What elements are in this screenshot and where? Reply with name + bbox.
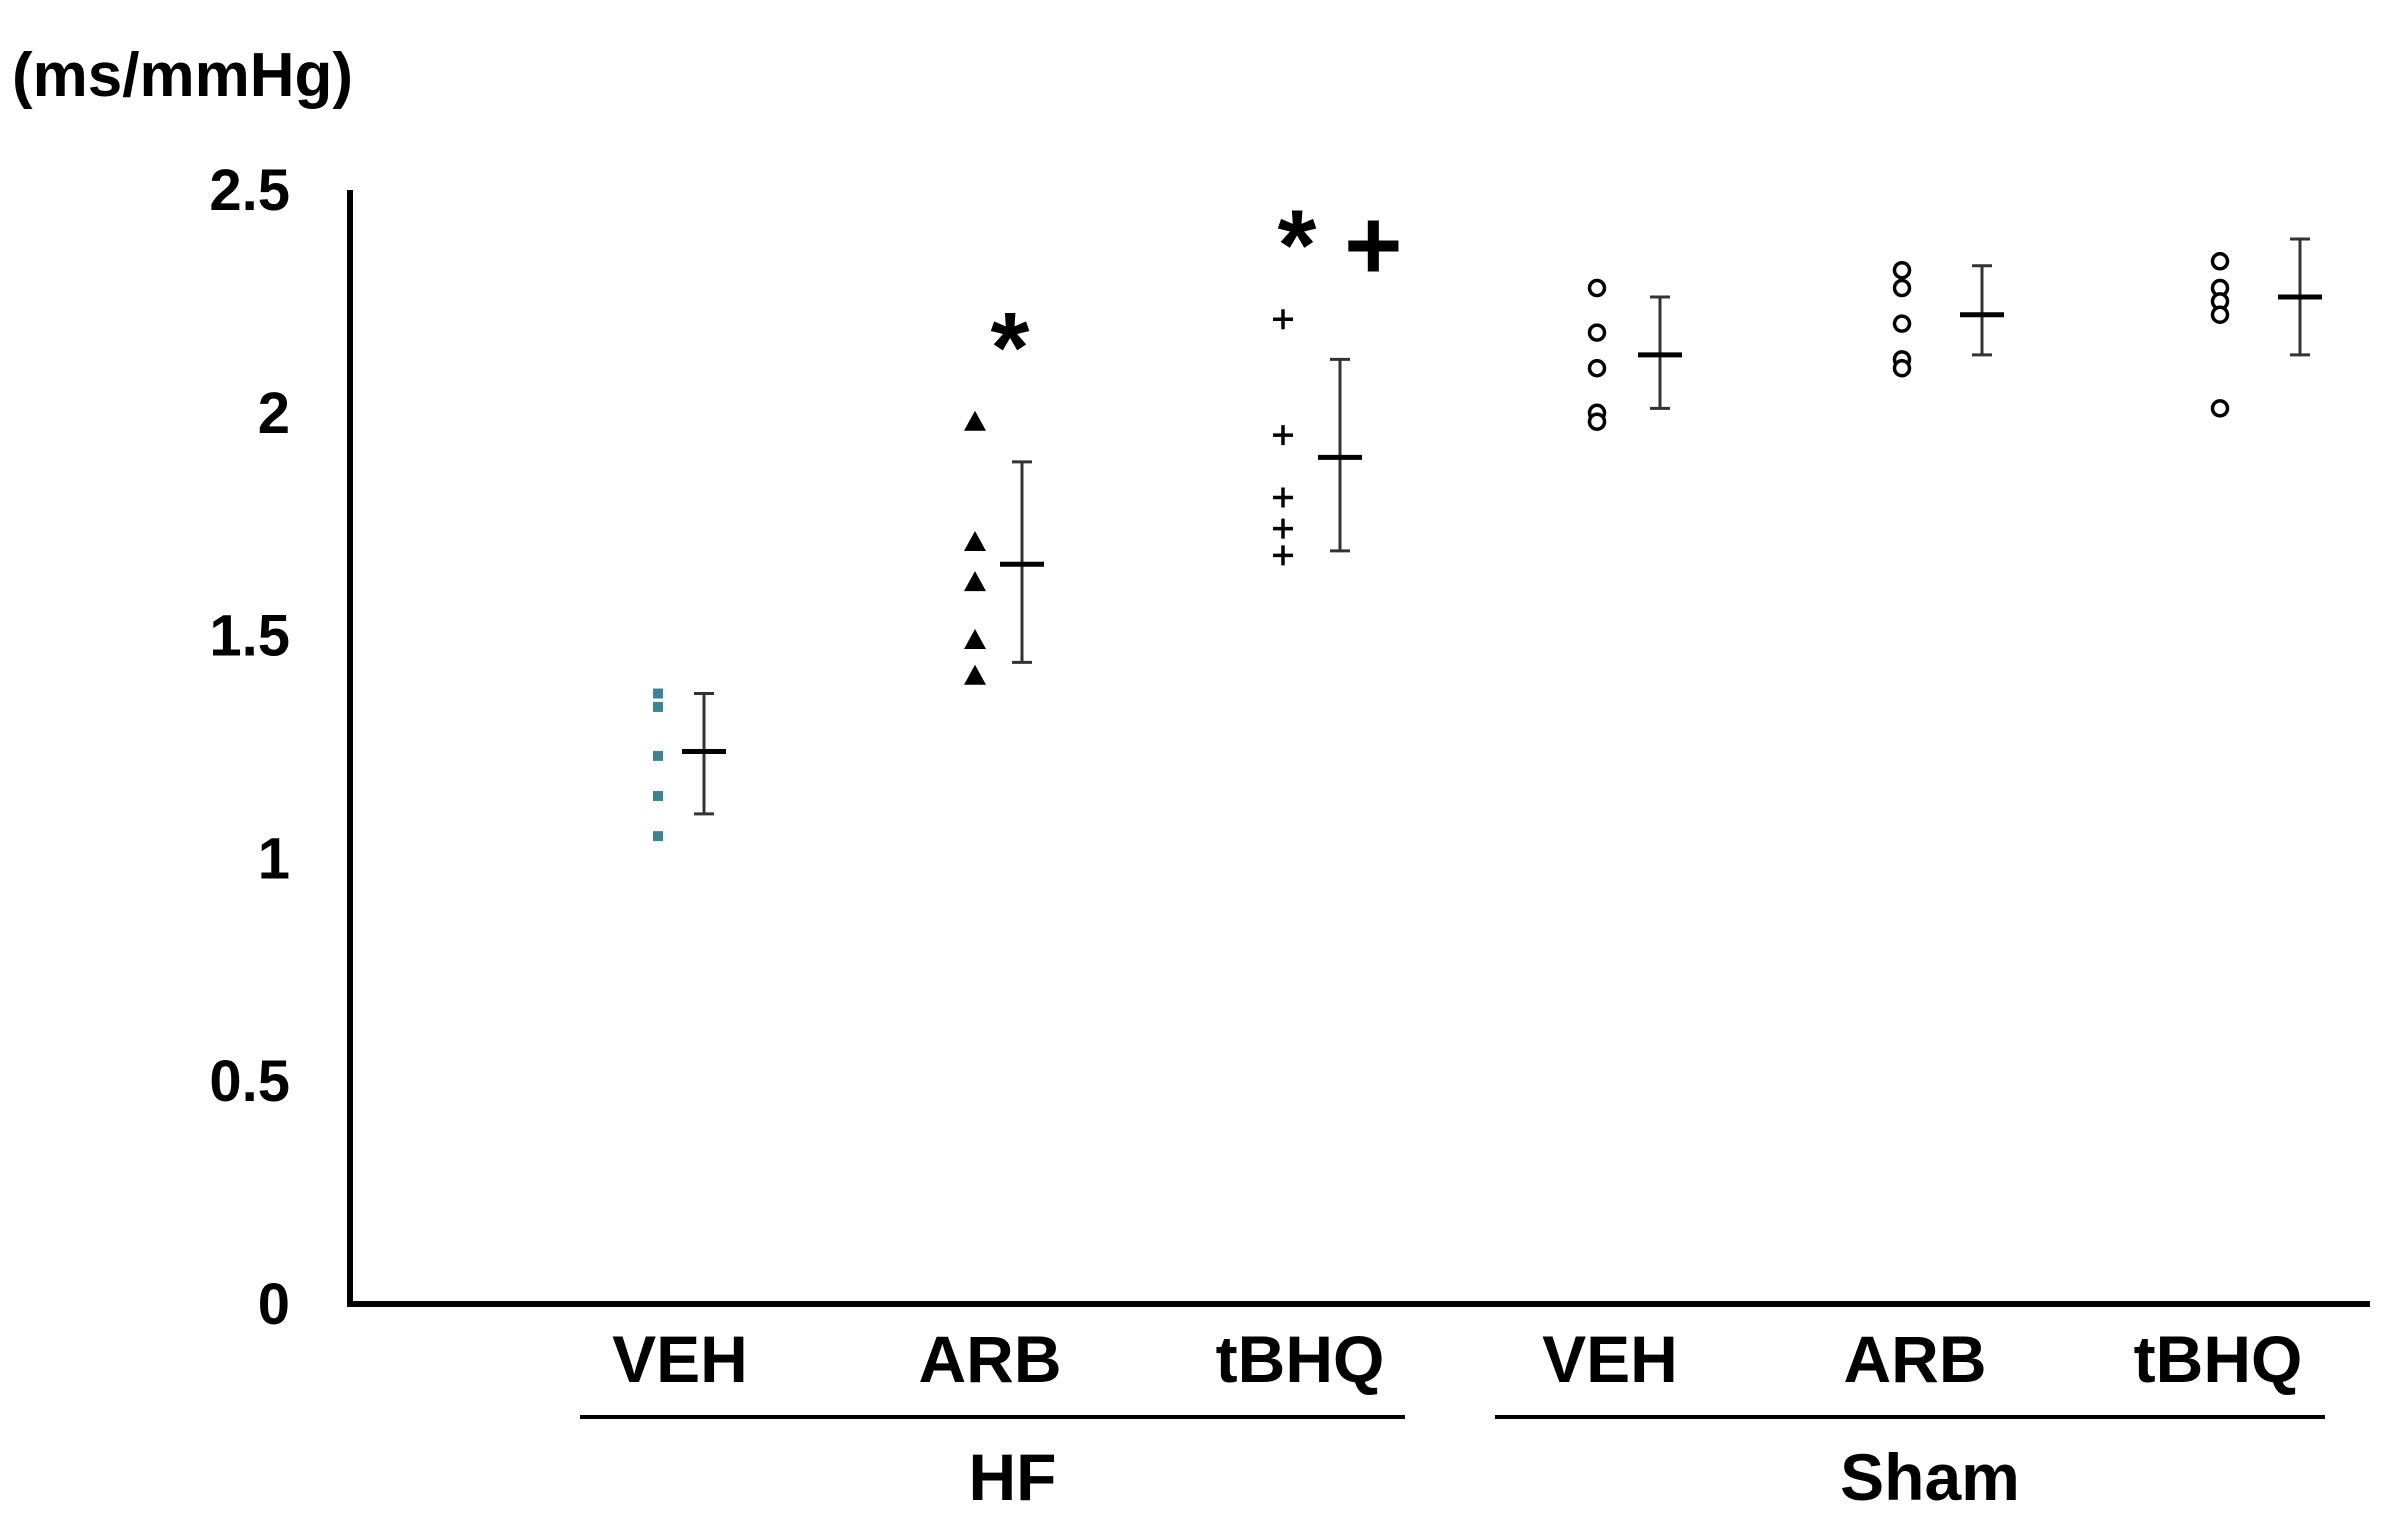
data-point [2210,252,2230,271]
y-tick-label: 2.5 [209,158,290,223]
x-category-label: VEH [612,1322,748,1396]
group-label: Sham [1840,1440,2020,1514]
data-point [1892,314,1912,333]
y-tick-label: 2 [258,381,290,446]
data-point [1273,425,1293,446]
x-category-label: tBHQ [1216,1322,1385,1396]
data-point [1587,412,1607,431]
x-axis-labels: VEH ARB tBHQ VEH ARB tBHQ HF Sham [580,1322,2325,1514]
data-point [964,531,986,552]
significance-label: * + [1277,189,1402,301]
data-point [1587,358,1607,378]
y-tick-label: 0.5 [209,1049,290,1114]
data-point [2210,305,2230,325]
y-tick-labels: 0 0.5 1 1.5 2 2.5 [209,158,290,1337]
data-point [653,791,663,802]
data-point [653,831,663,842]
data-point [1587,278,1607,298]
data-point [964,629,986,650]
x-category-label: ARB [919,1322,1062,1396]
group-label: HF [969,1440,1057,1514]
data-point [2210,399,2230,418]
data-point [964,571,986,592]
data-point [1273,545,1293,566]
data-point [964,664,986,685]
y-tick-label: 0 [258,1272,290,1337]
data-point [1273,309,1293,330]
significance-label: * [991,292,1030,404]
x-category-label: VEH [1542,1322,1678,1396]
data-point [653,701,663,712]
data-point [1892,278,1912,298]
data-point [653,750,663,761]
data-point [1892,260,1912,280]
data-point [1587,323,1607,342]
x-category-label: tBHQ [2134,1322,2303,1396]
x-category-label: ARB [1844,1322,1987,1396]
data-point [1273,487,1293,508]
y-tick-label: 1.5 [209,604,290,669]
y-axis-unit-label: (ms/mmHg) [12,41,353,110]
data-point [1273,518,1293,539]
data-marks: * * + [653,189,2322,842]
data-point [653,688,663,699]
data-point [964,410,986,431]
y-tick-label: 1 [258,826,290,891]
data-point [1892,358,1912,378]
